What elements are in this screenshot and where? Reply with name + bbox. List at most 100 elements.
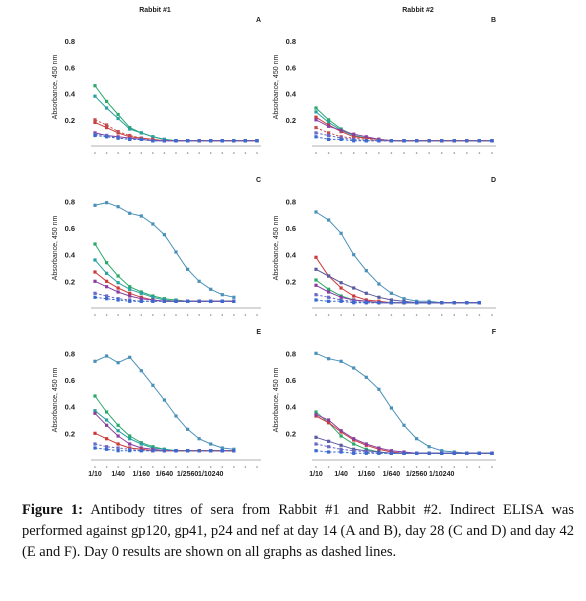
data-point	[490, 451, 494, 455]
data-point	[352, 286, 356, 290]
data-point	[105, 410, 109, 414]
data-point	[389, 451, 393, 455]
x-tick-mark	[365, 314, 368, 316]
data-point	[116, 442, 120, 446]
data-point	[139, 214, 143, 218]
x-tick-mark	[244, 314, 247, 316]
data-point	[314, 210, 318, 214]
x-tick-mark	[327, 314, 330, 316]
data-point	[364, 135, 368, 139]
data-point	[105, 271, 109, 275]
data-point	[327, 137, 331, 141]
data-point	[105, 354, 109, 358]
series-7	[93, 133, 259, 143]
data-point	[139, 442, 143, 446]
x-tick-label: 1/160	[358, 471, 376, 478]
x-tick-mark	[428, 152, 430, 154]
x-tick-mark	[198, 466, 200, 468]
x-tick-mark	[440, 314, 443, 316]
data-point	[427, 451, 431, 455]
data-point	[402, 301, 406, 305]
data-point	[377, 139, 381, 143]
y-tick-label: 0.4	[286, 90, 297, 99]
data-point	[151, 222, 155, 226]
data-point	[327, 124, 331, 128]
x-tick-mark	[105, 466, 108, 468]
y-axis-label: Absorbance, 450 nm	[52, 368, 59, 433]
data-point	[197, 299, 201, 303]
data-point	[105, 294, 109, 298]
data-point	[116, 429, 120, 433]
data-point	[105, 437, 109, 441]
data-point	[116, 423, 120, 427]
x-tick-mark	[140, 152, 143, 154]
data-point	[415, 451, 419, 455]
data-point	[93, 279, 97, 283]
data-point	[339, 286, 343, 290]
data-point	[116, 449, 120, 453]
x-tick-mark	[415, 314, 418, 316]
data-point	[389, 139, 393, 143]
series-1	[314, 351, 494, 455]
y-tick-label: 0.6	[286, 224, 296, 233]
data-point	[389, 298, 393, 302]
y-tick-label: 0.8	[65, 37, 75, 46]
data-point	[377, 295, 381, 299]
series-line	[315, 299, 480, 304]
data-point	[174, 139, 178, 143]
data-point	[364, 442, 368, 446]
panel-letter: C	[256, 177, 261, 184]
data-point	[339, 447, 343, 451]
data-point	[209, 299, 213, 303]
x-tick-mark	[415, 466, 418, 468]
x-tick-mark	[198, 314, 200, 316]
x-tick-mark	[365, 152, 368, 154]
series-1	[93, 354, 236, 451]
x-tick-mark	[256, 314, 258, 316]
series-3	[93, 258, 236, 303]
data-point	[339, 443, 343, 447]
series-7	[314, 298, 481, 305]
data-point	[197, 449, 201, 453]
x-tick-mark	[428, 466, 430, 468]
y-tick-label: 0.2	[65, 277, 75, 286]
x-tick-mark	[233, 466, 235, 468]
x-tick-mark	[315, 314, 317, 316]
data-point	[116, 112, 120, 117]
data-point	[339, 429, 343, 433]
data-point	[105, 418, 109, 422]
data-point	[452, 451, 456, 455]
data-point	[352, 139, 356, 143]
data-point	[314, 110, 318, 114]
data-point	[116, 286, 120, 290]
x-tick-mark	[340, 152, 342, 154]
figure-caption: Figure 1: Antibody titres of sera from R…	[22, 500, 574, 563]
data-point	[162, 299, 166, 303]
data-point	[314, 351, 318, 355]
x-tick-mark	[221, 152, 224, 154]
data-point	[128, 442, 132, 446]
x-tick-mark	[378, 466, 380, 468]
data-point	[128, 287, 132, 291]
y-tick-label: 0.8	[65, 349, 75, 358]
series-line	[315, 352, 492, 454]
x-tick-mark	[209, 152, 212, 154]
x-tick-mark	[491, 152, 493, 154]
data-point	[339, 281, 343, 285]
data-point	[151, 449, 155, 453]
caption-label: Figure 1:	[22, 502, 84, 518]
y-axis-label: Absorbance, 450 nm	[273, 368, 280, 433]
x-tick-mark	[94, 152, 96, 154]
series-4	[93, 411, 236, 453]
data-point	[232, 449, 236, 453]
data-point	[339, 434, 343, 438]
x-tick-mark	[491, 314, 493, 316]
data-point	[151, 295, 155, 299]
data-point	[139, 369, 143, 373]
series-line	[94, 243, 234, 302]
data-point	[327, 445, 331, 449]
y-tick-label: 0.2	[286, 277, 296, 286]
x-tick-mark	[117, 314, 119, 316]
x-tick-mark	[117, 466, 119, 468]
data-point	[389, 406, 393, 410]
